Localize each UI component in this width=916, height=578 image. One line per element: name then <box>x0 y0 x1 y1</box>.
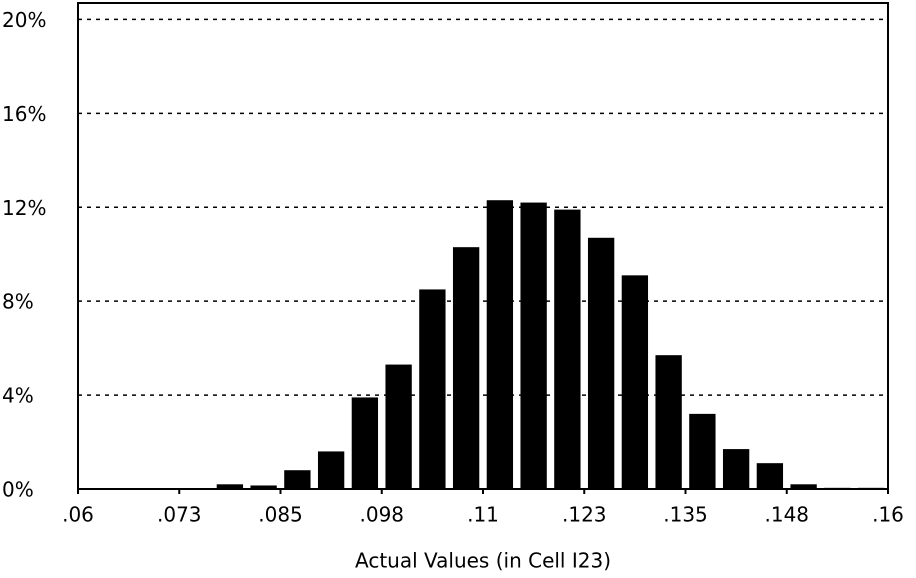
bar <box>554 209 581 489</box>
bar <box>756 463 784 489</box>
x-tick-label: .123 <box>562 503 607 527</box>
y-tick-label: 16% <box>2 102 46 126</box>
bar <box>250 485 277 489</box>
x-tick-label: .148 <box>764 503 809 527</box>
x-axis-label: Actual Values (in Cell I23) <box>355 549 611 573</box>
bar <box>351 397 379 489</box>
x-tick-label: .135 <box>663 503 708 527</box>
x-tick-label: .16 <box>872 503 904 527</box>
x-tick-label: .085 <box>258 503 303 527</box>
x-tick-label: .06 <box>62 503 94 527</box>
y-tick-label: 0% <box>2 478 34 502</box>
x-tick-label: .11 <box>467 503 499 527</box>
plot-frame <box>77 2 889 490</box>
y-tick-label: 8% <box>2 290 34 314</box>
bar <box>385 364 412 489</box>
bar <box>621 275 649 489</box>
y-tick-label: 4% <box>2 384 34 408</box>
bar <box>284 470 311 489</box>
bar <box>790 484 817 489</box>
bar <box>486 200 514 489</box>
y-tick-label: 12% <box>2 196 46 220</box>
bar <box>722 449 750 489</box>
bar <box>689 413 716 489</box>
bar <box>655 355 682 489</box>
bar <box>452 247 480 489</box>
bar <box>587 237 615 489</box>
bar <box>419 289 446 489</box>
bar <box>520 202 547 489</box>
y-tick-label: 20% <box>2 8 46 32</box>
x-tick-label: .098 <box>359 503 404 527</box>
x-tick-label: .073 <box>157 503 202 527</box>
bar <box>216 484 244 489</box>
bar <box>317 451 345 489</box>
